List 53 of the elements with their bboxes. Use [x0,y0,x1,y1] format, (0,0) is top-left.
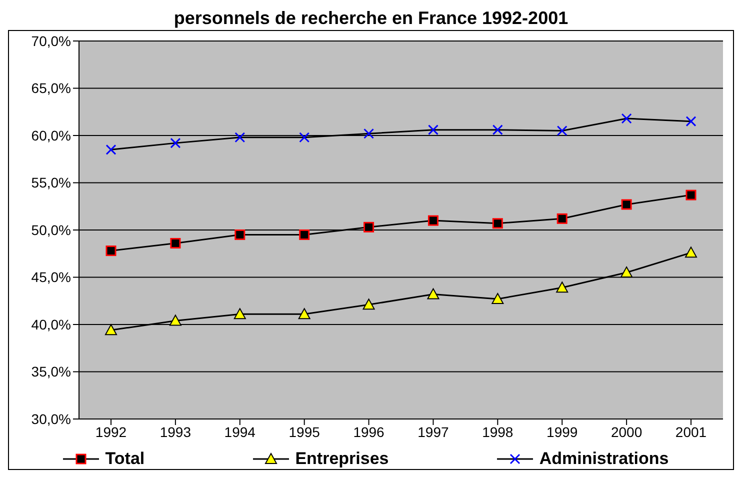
y-tick-label: 65,0% [31,80,71,96]
point [234,229,246,240]
point [620,266,633,278]
point [299,132,310,143]
y-tick-label: 70,0% [31,32,71,49]
point [169,314,182,326]
point [106,246,116,256]
point [106,144,116,155]
point [299,229,310,240]
legend-label: Total [104,449,145,469]
point [234,132,246,143]
point [362,298,375,310]
x-tick-label: 2000 [610,424,642,440]
y-tick-label: 45,0% [31,269,71,286]
point [428,124,438,136]
y-tick-label: 40,0% [31,316,71,332]
point [428,215,438,226]
point [621,199,632,210]
x-tick-label: 1997 [418,424,450,440]
point [170,138,181,148]
point [556,126,568,136]
point [234,308,246,320]
x-tick-label: 1998 [482,424,514,440]
point [686,190,696,200]
point [364,128,374,139]
y-tick-label: 35,0% [31,364,71,380]
point [298,308,310,320]
point [170,238,181,248]
point [686,116,696,127]
point [621,113,632,124]
y-tick-label: 55,0% [31,174,71,191]
point [364,222,374,232]
x-tick-label: 1993 [160,424,192,440]
point [492,124,503,136]
legend-label: Entreprises [294,449,389,469]
chart-title: personnels de recherche en France 1992-2001 [172,8,570,30]
x-tick-label: 2001 [675,424,707,440]
y-tick-label: 60,0% [31,127,71,144]
point [556,282,568,293]
point [492,292,504,304]
x-tick-label: 1995 [288,424,320,440]
point [685,246,697,258]
legend-label: Administrations [538,449,669,469]
point [556,213,568,224]
x-tick-label: 1994 [224,424,256,440]
x-tick-label: 1999 [546,424,578,440]
point [105,324,117,336]
point [492,218,503,229]
y-tick-label: 50,0% [31,222,71,238]
y-tick-label: 30,0% [31,410,71,427]
point [427,288,440,300]
x-tick-label: 1996 [353,424,385,440]
x-tick-label: 1992 [95,424,127,440]
